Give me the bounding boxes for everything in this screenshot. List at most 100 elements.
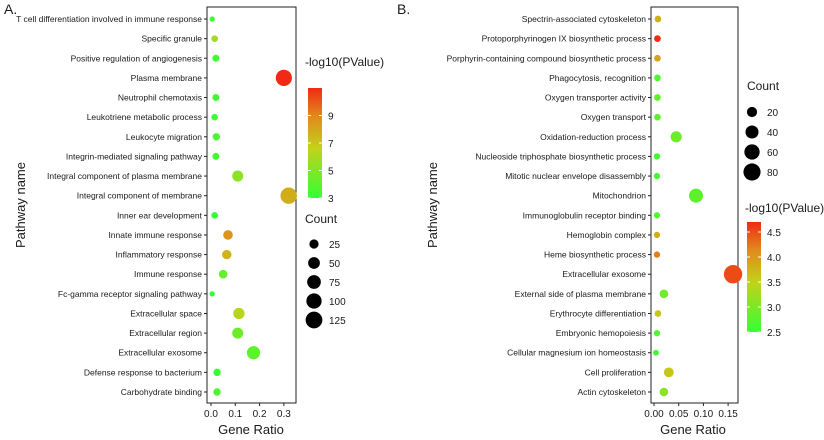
data-point: [653, 153, 661, 160]
size-legend-title-a: Count: [305, 212, 338, 226]
y-tick-label: Mitotic nuclear envelope disassembly: [505, 171, 647, 181]
y-tick-label: Extracellular exosome: [562, 269, 646, 279]
color-legend-title-b: -log10(PValue): [745, 201, 824, 215]
size-legend-dot: [309, 239, 319, 249]
data-point: [209, 16, 215, 22]
data-point: [280, 187, 297, 204]
size-legend-items-a: 25 50 75 100 125: [305, 239, 346, 329]
color-tick-label: 2.5: [767, 328, 781, 339]
y-tick-label: Embryonic hemopoiesis: [556, 328, 646, 338]
y-tick-label: Carbohydrate binding: [121, 387, 203, 397]
data-point: [213, 388, 221, 396]
size-legend-label: 75: [329, 278, 341, 289]
color-bar-b: [747, 222, 761, 332]
size-legend-label: 60: [767, 148, 779, 159]
panel-b: B. Spectrin-associated cytoskeleton Proto…: [397, 1, 824, 437]
y-tick-label: Nucleoside triphosphate biosynthetic pro…: [475, 151, 646, 161]
y-tick-label: Erythrocyte differentiation: [550, 308, 646, 318]
color-tick-label: 3.0: [767, 303, 781, 314]
y-tick-label: Porphyrin-containing compound biosynthet…: [447, 53, 646, 63]
x-tick-label: 0.00: [644, 409, 664, 420]
y-tick-label: Cellular magnesium ion homeostasis: [507, 348, 646, 358]
points-b: [653, 15, 743, 397]
data-point: [653, 329, 661, 337]
y-tick-label: Mitochondrion: [593, 191, 647, 201]
data-point: [233, 307, 245, 320]
color-bar-ticks-a: 3 5 7 9: [308, 112, 334, 205]
size-legend-dot: [744, 144, 760, 160]
y-tick-label: Integral component of plasma membrane: [47, 171, 202, 181]
color-tick-label: 5: [328, 167, 334, 178]
color-legend-title-a: -log10(PValue): [305, 55, 384, 69]
size-legend-label: 50: [329, 259, 341, 270]
y-tick-label: Innate immune response: [108, 230, 202, 240]
x-axis-title-a: Gene Ratio: [218, 422, 284, 437]
data-point: [246, 346, 261, 360]
color-tick-label: 3: [328, 194, 334, 205]
y-tick-label: Extracellular space: [130, 308, 202, 318]
data-point: [232, 327, 244, 339]
y-tick-label: Integrin-mediated signaling pathway: [66, 151, 203, 161]
data-point: [211, 113, 218, 121]
data-point: [654, 54, 661, 62]
legend-b: Count 20 40 60 80 -log10(PValue) 2.5 3.0 3.5 4…: [743, 79, 824, 339]
x-tick-label: 0.10: [694, 409, 714, 420]
y-tick-label: Immune response: [134, 269, 202, 279]
y-tick-label: Fc-gamma receptor signaling pathway: [58, 289, 203, 299]
data-point: [222, 249, 232, 260]
x-ticks-b: 0.00 0.05 0.10 0.15: [644, 403, 738, 420]
data-point: [653, 349, 659, 356]
y-tick-label: Positive regulation of angiogenesis: [71, 53, 202, 63]
y-tick-label: Extracellular exosome: [118, 348, 202, 358]
data-point: [275, 69, 292, 86]
x-axis-title-b: Gene Ratio: [660, 422, 726, 437]
y-tick-label: External side of plasma membrane: [515, 289, 647, 299]
size-legend-label: 125: [329, 316, 346, 327]
data-point: [659, 289, 669, 299]
y-tick-label: T cell differentiation involved in immun…: [16, 14, 202, 24]
panel-label-a: A.: [4, 1, 17, 17]
y-tick-label: Cell proliferation: [585, 367, 647, 377]
y-tick-labels-a: T cell differentiation involved in immun…: [16, 14, 203, 397]
y-tick-label: Spectrin-associated cytoskeleton: [522, 14, 647, 24]
y-tick-label: Inner ear development: [117, 210, 203, 220]
x-tick-label: 0.2: [253, 409, 267, 420]
y-tick-label: Defense response to bacterium: [84, 367, 202, 377]
data-point: [218, 269, 228, 279]
y-tick-label: Oxygen transporter activity: [545, 93, 647, 103]
panel-a: A. T cell differentiation involved in im…: [4, 1, 384, 437]
y-axis-title-a: Pathway name: [13, 162, 28, 248]
panel-label-b: B.: [397, 1, 410, 17]
color-bar-ticks-b: 2.5 3.0 3.5 4.0 4.5: [747, 228, 781, 339]
data-point: [211, 212, 218, 219]
y-tick-label: Oxidation-reduction process: [540, 132, 646, 142]
data-point: [212, 94, 220, 102]
data-point: [663, 367, 674, 378]
size-legend-items-b: 20 40 60 80: [743, 106, 779, 181]
data-point: [670, 131, 682, 143]
y-ticks-b: [648, 18, 651, 393]
y-axis-title-b: Pathway name: [425, 162, 440, 248]
y-tick-label: Integral component of membrane: [77, 191, 202, 201]
y-tick-label: Neutrophil chemotaxis: [118, 93, 202, 103]
data-point: [653, 212, 661, 219]
size-legend-dot: [307, 275, 321, 289]
data-point: [212, 133, 221, 141]
size-legend-dot: [745, 125, 759, 139]
color-tick-label: 4.0: [767, 253, 781, 264]
data-point: [212, 54, 220, 62]
data-point: [213, 368, 221, 377]
x-tick-label: 0.05: [669, 409, 689, 420]
color-tick-label: 3.5: [767, 278, 781, 289]
y-tick-label: Leukocyte migration: [126, 132, 202, 142]
y-tick-label: Actin cytoskeleton: [577, 387, 646, 397]
y-tick-label: Inflammatory response: [116, 250, 203, 260]
data-point: [723, 265, 743, 284]
color-tick-label: 7: [328, 139, 334, 150]
data-point: [654, 74, 661, 82]
size-legend-label: 80: [767, 168, 779, 179]
data-point: [654, 94, 661, 101]
size-legend-label: 25: [329, 240, 341, 251]
y-tick-label: Extracellular region: [129, 328, 202, 338]
